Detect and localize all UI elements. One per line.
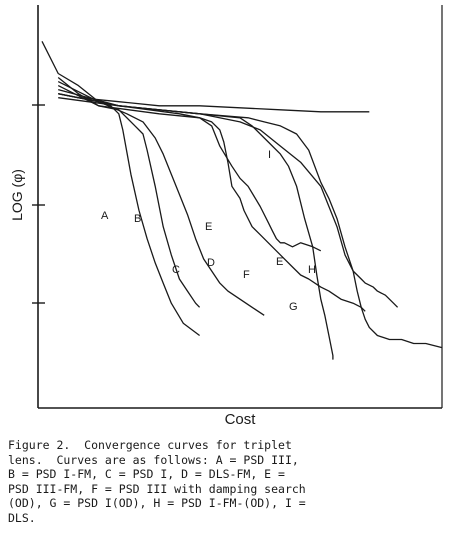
x-axis-label: Cost (225, 411, 257, 428)
y-axis-label: LOG (φ) (9, 169, 25, 221)
curve-label-d: D (207, 257, 215, 269)
series-line-h (58, 88, 443, 349)
curve-label-e-lower: E (276, 256, 283, 268)
series-line-g (58, 93, 399, 308)
curve-label-f: F (243, 269, 250, 281)
curve-label-c: C (172, 264, 180, 276)
curve-label-b: B (134, 213, 141, 225)
convergence-chart: Cost LOG (φ) A B C D E E F G H I (9, 5, 443, 428)
curve-label-g: G (289, 301, 298, 313)
curve-labels: A B C D E E F G H I (101, 149, 316, 313)
series-line-f (58, 97, 334, 360)
series-line-c (57, 81, 265, 316)
caption-line: DLS. (8, 510, 36, 525)
caption-line: B = PSD I-FM, C = PSD I, D = DLS-FM, E = (8, 467, 285, 481)
curve-label-a: A (101, 210, 109, 222)
caption-line: (OD), G = PSD I(OD), H = PSD I-FM-(OD), … (8, 496, 306, 510)
series-line-e (58, 93, 322, 252)
curve-label-h: H (308, 264, 316, 276)
series-line-a (41, 41, 200, 337)
series-line-d (57, 85, 366, 312)
caption-line: Figure 2. Convergence curves for triplet (8, 438, 292, 452)
caption-line: PSD III-FM, F = PSD III with damping sea… (8, 481, 306, 496)
curve-label-i: I (268, 149, 271, 161)
curve-label-e-upper: E (205, 221, 212, 233)
series-layer (41, 41, 443, 360)
series-line-i (58, 93, 370, 113)
caption-line: lens. Curves are as follows: A = PSD III… (8, 452, 299, 467)
figure-caption: Figure 2. Convergence curves for triplet… (8, 438, 448, 525)
